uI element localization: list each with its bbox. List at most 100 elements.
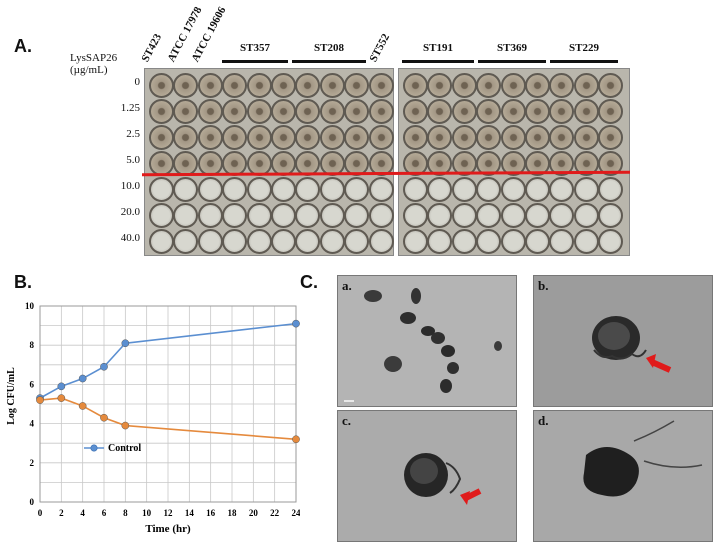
plate-right (398, 68, 630, 256)
plate-well (427, 125, 453, 150)
tem-arrow-b (650, 359, 672, 373)
plate-well (427, 229, 453, 254)
plate-well (271, 177, 296, 202)
plate-well (246, 177, 272, 202)
y-tick-label: 2 (30, 458, 35, 468)
plate-well (173, 229, 199, 254)
plate-well (598, 177, 624, 202)
series-line-0 (39, 322, 297, 399)
plate-well (222, 125, 248, 150)
plate-well (319, 73, 345, 98)
plate-well (197, 99, 223, 124)
plate-well (598, 99, 624, 124)
plate-well (549, 125, 575, 150)
plate-well (368, 125, 394, 150)
strain-group-label: ST369 (497, 42, 527, 54)
plate-well (271, 229, 296, 254)
plate-well (246, 125, 272, 150)
plate-well (173, 73, 199, 98)
plate-well (222, 177, 248, 202)
plate-well (403, 125, 428, 150)
tem-image-d: d. (533, 410, 713, 542)
plate-well (222, 229, 248, 254)
y-tick-label: 8 (30, 340, 35, 350)
x-tick-label: 14 (185, 508, 195, 518)
plate-well (246, 99, 272, 124)
plate-well (403, 73, 428, 98)
plate-well (295, 229, 321, 254)
plate-well (427, 203, 453, 228)
x-tick-label: 0 (38, 508, 43, 518)
plate-well (525, 203, 550, 228)
panel-label-b: B. (14, 272, 32, 292)
plate-well (451, 229, 477, 254)
plate-well (344, 177, 370, 202)
plate-well (149, 177, 174, 202)
plate-well (403, 99, 428, 124)
strain-group-label: ST357 (240, 42, 270, 54)
y-tick-label: 0 (30, 497, 35, 507)
concentration-title-line1: LysSAP26 (70, 52, 118, 64)
plate-well (173, 99, 199, 124)
x-tick-label: 10 (142, 508, 152, 518)
plate-well (271, 99, 296, 124)
plate-well (573, 229, 599, 254)
plate-well (500, 229, 526, 254)
tem-sublabel-d: d. (538, 413, 549, 428)
plate-well (573, 99, 599, 124)
plate-well (476, 125, 502, 150)
plate-well (173, 177, 199, 202)
concentration-label: 1.25 (120, 102, 140, 114)
strain-group-label: ST229 (569, 42, 599, 54)
plate-well (573, 73, 599, 98)
plate-well (197, 177, 223, 202)
strain-group-bar (292, 60, 366, 63)
plate-well (476, 73, 502, 98)
plate-well (173, 203, 199, 228)
plate-well (222, 203, 248, 228)
plate-well (476, 203, 502, 228)
chart-series (36, 319, 300, 444)
concentration-axis-title: LysSAP26 (µg/mL) (70, 52, 117, 76)
plate-well (197, 125, 223, 150)
plate-well (573, 177, 599, 202)
plate-well (344, 99, 370, 124)
plate-well (319, 99, 345, 124)
strain-group-bar (222, 60, 288, 63)
concentration-label: 5.0 (126, 154, 140, 166)
plate-well (197, 151, 223, 176)
plate-well (451, 203, 477, 228)
plate-well (295, 203, 321, 228)
panel-label-a: A. (14, 36, 32, 56)
tem-sublabel-c: c. (342, 413, 352, 428)
plate-well (598, 73, 624, 98)
data-point (100, 362, 108, 371)
tem-image-c: c. (337, 410, 517, 542)
plate-well (149, 203, 174, 228)
plate-well (500, 125, 526, 150)
plate-well (368, 203, 394, 228)
x-tick-label: 6 (102, 508, 107, 518)
plate-well (368, 177, 394, 202)
plate-well (549, 177, 575, 202)
plate-well (525, 99, 550, 124)
legend-marker-control (90, 444, 98, 452)
plate-well (500, 203, 526, 228)
plate-well (295, 99, 321, 124)
strain-group-label: ST208 (314, 42, 344, 54)
plate-well (197, 203, 223, 228)
x-tick-label: 12 (164, 508, 174, 518)
plate-well (197, 73, 223, 98)
plate-well (451, 177, 477, 202)
data-point (57, 394, 66, 402)
y-tick-label: 10 (25, 301, 35, 311)
plate-well (149, 125, 174, 150)
data-point (100, 413, 108, 422)
plate-well (573, 203, 599, 228)
concentration-label: 40.0 (120, 232, 140, 244)
plate-well (319, 229, 345, 254)
plate-well (451, 99, 477, 124)
strain-label: ST552 (367, 31, 393, 64)
y-tick-label: 4 (30, 419, 35, 429)
